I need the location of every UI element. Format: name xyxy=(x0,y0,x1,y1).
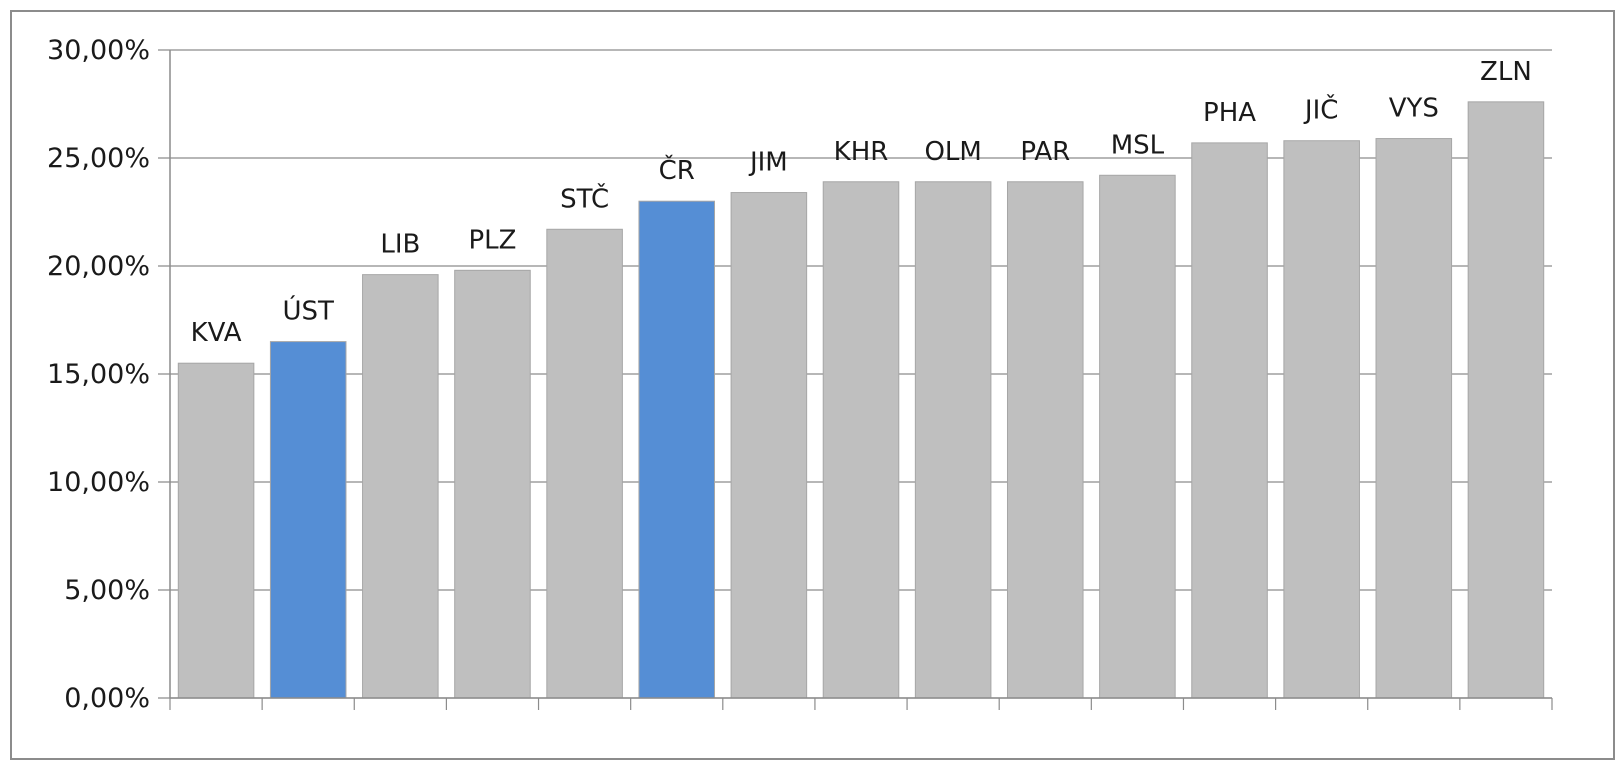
bar-par xyxy=(1006,181,1084,699)
bar-úst xyxy=(269,341,347,699)
bar-plz xyxy=(454,269,531,699)
bar-label: VYS xyxy=(1389,94,1439,124)
labels: 0,00% 5,00% 10,00% 15,00% 20,00% 25,00% 30,00%… xyxy=(47,35,1532,714)
bar-label: ÚST xyxy=(282,295,334,327)
bar-label: OLM xyxy=(924,137,981,167)
bar-jič xyxy=(1283,140,1360,699)
y-tick-label: 10,00% xyxy=(47,467,150,498)
y-tick-label: 30,00% xyxy=(47,35,150,66)
bar-label: KVA xyxy=(191,318,242,348)
bar-label: LIB xyxy=(380,230,420,260)
bar-khr xyxy=(822,181,900,699)
y-tick-label: 20,00% xyxy=(47,251,150,282)
bar-kva xyxy=(177,362,255,699)
bar-label: JIM xyxy=(748,148,788,178)
y-tick-label: 0,00% xyxy=(64,683,150,714)
bar-zln xyxy=(1467,101,1545,699)
bar-chart: 0,00% 5,00% 10,00% 15,00% 20,00% 25,00% 30,00%… xyxy=(47,35,1553,714)
bar-msl xyxy=(1099,174,1176,699)
bar-label: PAR xyxy=(1020,137,1070,167)
axes xyxy=(169,50,1553,710)
bar-label: JIČ xyxy=(1303,94,1339,126)
y-tick-label: 15,00% xyxy=(47,359,150,390)
bar-stč xyxy=(546,228,623,699)
bar-lib xyxy=(362,274,439,699)
bar-label: PHA xyxy=(1203,98,1256,128)
bar-label: KHR xyxy=(834,137,889,167)
bars xyxy=(177,101,1545,699)
bar-vys xyxy=(1375,138,1453,699)
bar-label: STČ xyxy=(560,182,609,214)
bar-olm xyxy=(914,181,992,699)
chart-frame: 0,00% 5,00% 10,00% 15,00% 20,00% 25,00% 30,00%… xyxy=(10,10,1615,760)
y-tick-label: 5,00% xyxy=(64,575,150,606)
bar-label: PLZ xyxy=(468,225,516,255)
bar-label: ČR xyxy=(659,154,695,186)
bar-čr xyxy=(638,200,716,699)
bar-pha xyxy=(1191,142,1268,699)
bar-label: ZLN xyxy=(1480,57,1532,87)
y-tick-label: 25,00% xyxy=(47,143,150,174)
bar-jim xyxy=(730,192,808,699)
bar-label: MSL xyxy=(1111,130,1165,160)
